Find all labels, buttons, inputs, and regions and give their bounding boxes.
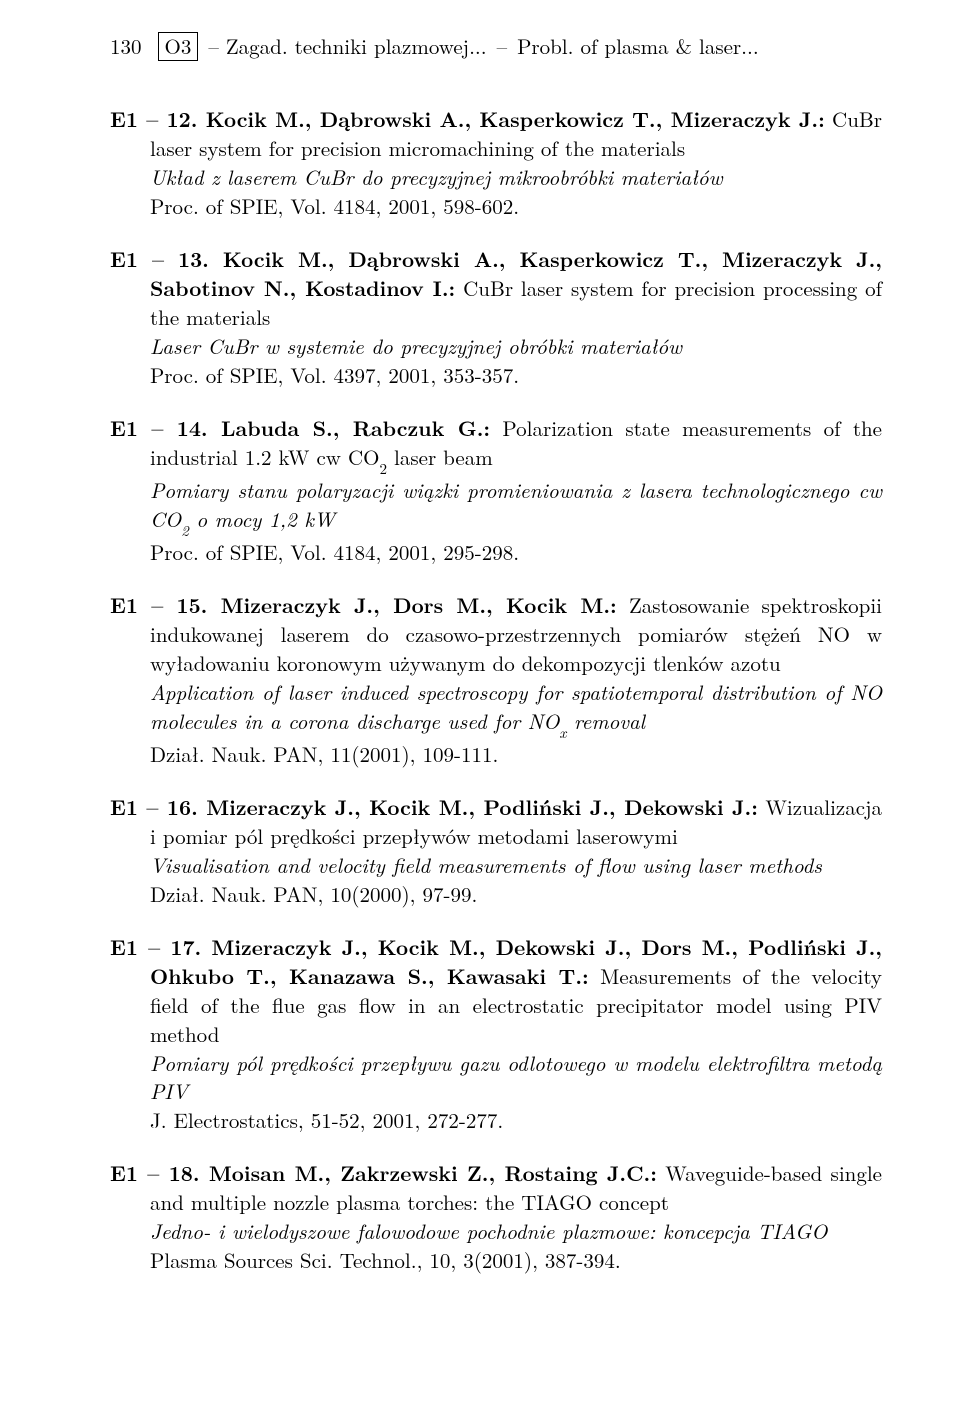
- entry-head: E1 – 18. Moisan M., Zakrzewski Z., Rosta…: [110, 1159, 882, 1217]
- entry-head: E1 – 14. Labuda S., Rabczuk G.: Polariza…: [110, 414, 882, 476]
- header-title-left: – Zagad. techniki plazmowej...: [208, 32, 486, 61]
- entry-title-alt: Układ z laserem CuBr do precyzyjnej mikr…: [110, 163, 882, 192]
- header-title-right: Probl. of plasma & laser...: [517, 32, 759, 61]
- entry-italic-post: removal: [566, 706, 645, 736]
- entry-title-alt: Application of laser induced spectroscop…: [110, 678, 882, 740]
- entry-reference: Plasma Sources Sci. Technol., 10, 3(2001…: [110, 1246, 882, 1275]
- entry-title-alt: Jedno- i wielodyszowe falowodowe pochodn…: [110, 1217, 882, 1246]
- entry-id-authors: E1 – 16. Mizeraczyk J., Kocik M., Podliń…: [110, 792, 758, 822]
- entry-id-authors: E1 – 12. Kocik M., Dąbrowski A., Kasperk…: [110, 104, 825, 134]
- entry-reference: Proc. of SPIE, Vol. 4184, 2001, 598-602.: [110, 192, 882, 221]
- entry-reference: Proc. of SPIE, Vol. 4184, 2001, 295-298.: [110, 538, 882, 567]
- bib-entry: E1 – 17. Mizeraczyk J., Kocik M., Dekows…: [110, 933, 882, 1136]
- entry-subscript: x: [559, 722, 566, 743]
- entry-italic-pre: Application of laser induced spectroscop…: [150, 677, 882, 736]
- bib-entry: E1 – 12. Kocik M., Dąbrowski A., Kasperk…: [110, 105, 882, 221]
- entry-id-authors: E1 – 18. Moisan M., Zakrzewski Z., Rosta…: [110, 1158, 657, 1188]
- entry-subscript: 2: [379, 458, 387, 479]
- entry-title-alt: Pomiary pól prędkości przepływu gazu odl…: [110, 1049, 882, 1107]
- bib-entry: E1 – 14. Labuda S., Rabczuk G.: Polariza…: [110, 414, 882, 567]
- entry-head: E1 – 16. Mizeraczyk J., Kocik M., Podliń…: [110, 793, 882, 851]
- entry-id-authors: E1 – 14. Labuda S., Rabczuk G.:: [110, 413, 490, 443]
- entry-italic-post: o mocy 1,2 kW: [189, 504, 335, 534]
- bib-entry: E1 – 15. Mizeraczyk J., Dors M., Kocik M…: [110, 591, 882, 769]
- bib-entry: E1 – 18. Moisan M., Zakrzewski Z., Rosta…: [110, 1159, 882, 1275]
- bib-entry: E1 – 13. Kocik M., Dąbrowski A., Kasperk…: [110, 245, 882, 390]
- entry-reference: Dział. Nauk. PAN, 10(2000), 97-99.: [110, 880, 882, 909]
- entry-title-alt: Visualisation and velocity field measure…: [110, 851, 882, 880]
- page-number: 130: [110, 32, 142, 61]
- entry-subscript: 2: [181, 520, 189, 541]
- entry-head: E1 – 12. Kocik M., Dąbrowski A., Kasperk…: [110, 105, 882, 163]
- section-code-box: O3: [158, 32, 199, 61]
- entry-head: E1 – 13. Kocik M., Dąbrowski A., Kasperk…: [110, 245, 882, 332]
- entry-title-en-post: laser beam: [387, 442, 493, 472]
- entry-id-authors: E1 – 15. Mizeraczyk J., Dors M., Kocik M…: [110, 590, 617, 620]
- entry-head: E1 – 17. Mizeraczyk J., Kocik M., Dekows…: [110, 933, 882, 1049]
- entry-reference: Proc. of SPIE, Vol. 4397, 2001, 353-357.: [110, 361, 882, 390]
- header-dash: –: [497, 32, 508, 61]
- entry-title-alt: Laser CuBr w systemie do precyzyjnej obr…: [110, 332, 882, 361]
- bib-entry: E1 – 16. Mizeraczyk J., Kocik M., Podliń…: [110, 793, 882, 909]
- running-header: 130 O3 – Zagad. techniki plazmowej... – …: [110, 32, 882, 61]
- entry-reference: J. Electrostatics, 51-52, 2001, 272-277.: [110, 1106, 882, 1135]
- entry-head: E1 – 15. Mizeraczyk J., Dors M., Kocik M…: [110, 591, 882, 678]
- entry-reference: Dział. Nauk. PAN, 11(2001), 109-111.: [110, 740, 882, 769]
- entry-title-alt: Pomiary stanu polaryzacji wiązki promien…: [110, 476, 882, 538]
